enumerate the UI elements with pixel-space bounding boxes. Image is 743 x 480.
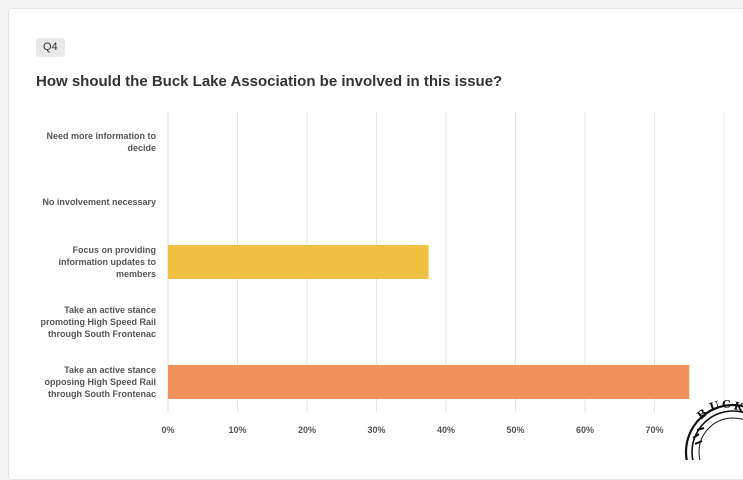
x-tick-label: 0% xyxy=(161,425,174,435)
category-label: No involvement necessary xyxy=(42,197,156,207)
bar-chart: 0% 10% 20% 30% 40% 50% 60% 70% Need more informa… xyxy=(40,112,725,435)
x-tick-label: 60% xyxy=(576,425,594,435)
category-label-line: through South Frontenac xyxy=(48,389,156,399)
category-label-line: members xyxy=(116,269,156,279)
category-label-line: Take an active stance xyxy=(64,305,156,315)
category-label: Take an active stance promoting High Spee… xyxy=(40,305,156,339)
category-label: Focus on providing information updates to… xyxy=(59,245,157,279)
buck-lake-seal-logo: B U C K xyxy=(684,398,743,460)
svg-text:K: K xyxy=(732,399,743,414)
x-tick-label: 40% xyxy=(437,425,455,435)
category-label: Take an active stance opposing High Speed… xyxy=(44,365,156,399)
x-tick-label: 50% xyxy=(506,425,524,435)
question-card: Q4 How should the Buck Lake Association … xyxy=(8,8,743,480)
category-label-line: promoting High Speed Rail xyxy=(40,317,156,327)
svg-text:U: U xyxy=(708,398,722,413)
question-title: How should the Buck Lake Association be … xyxy=(36,73,503,90)
x-tick-label: 70% xyxy=(645,425,663,435)
question-number-badge: Q4 xyxy=(36,38,65,57)
category-label-line: through South Frontenac xyxy=(48,329,156,339)
bar xyxy=(168,245,429,279)
category-label-line: Focus on providing xyxy=(73,245,157,255)
x-tick-label: 10% xyxy=(228,425,246,435)
category-label-line: Need more information to xyxy=(46,131,156,141)
svg-text:C: C xyxy=(722,398,731,411)
category-label: Need more information to decide xyxy=(46,131,156,153)
category-label-line: information updates to xyxy=(59,257,157,267)
x-tick-label: 30% xyxy=(367,425,385,435)
category-label-line: No involvement necessary xyxy=(42,197,156,207)
category-label-line: decide xyxy=(127,143,156,153)
category-label-line: Take an active stance xyxy=(64,365,156,375)
category-label-line: opposing High Speed Rail xyxy=(44,377,156,387)
x-tick-label: 20% xyxy=(298,425,316,435)
bar xyxy=(168,365,690,399)
